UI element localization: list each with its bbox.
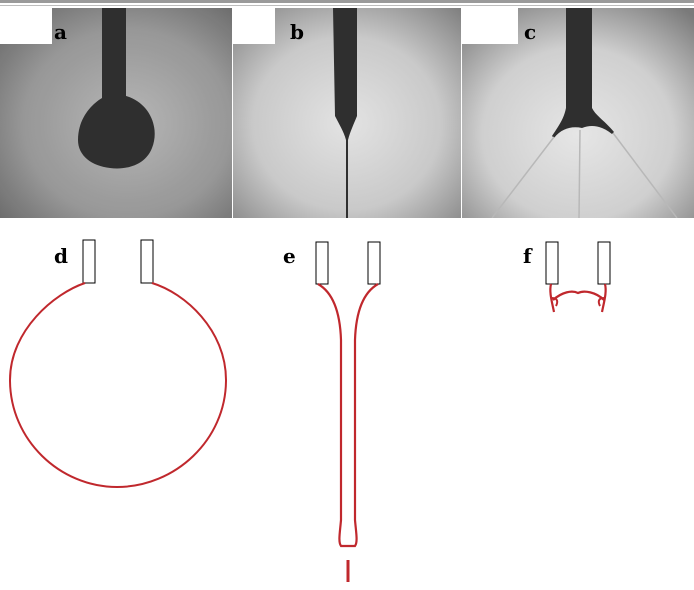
photo-panel-c [462, 8, 694, 218]
label-tab-b [233, 8, 275, 44]
top-border [0, 0, 694, 3]
simulation-panel-d [8, 239, 228, 489]
panel-label-d: d [54, 244, 68, 268]
simulation-panel-f [545, 241, 611, 313]
simulation-panel-e [315, 241, 381, 582]
panel-label-e: e [283, 244, 296, 268]
panel-label-b: b [290, 20, 304, 44]
panel-label-c: c [524, 20, 537, 44]
label-tab-c [462, 8, 518, 44]
panel-label-a: a [54, 20, 67, 44]
top-border-inner [0, 5, 694, 6]
label-tab-a [0, 8, 52, 44]
panel-label-f: f [523, 244, 532, 268]
